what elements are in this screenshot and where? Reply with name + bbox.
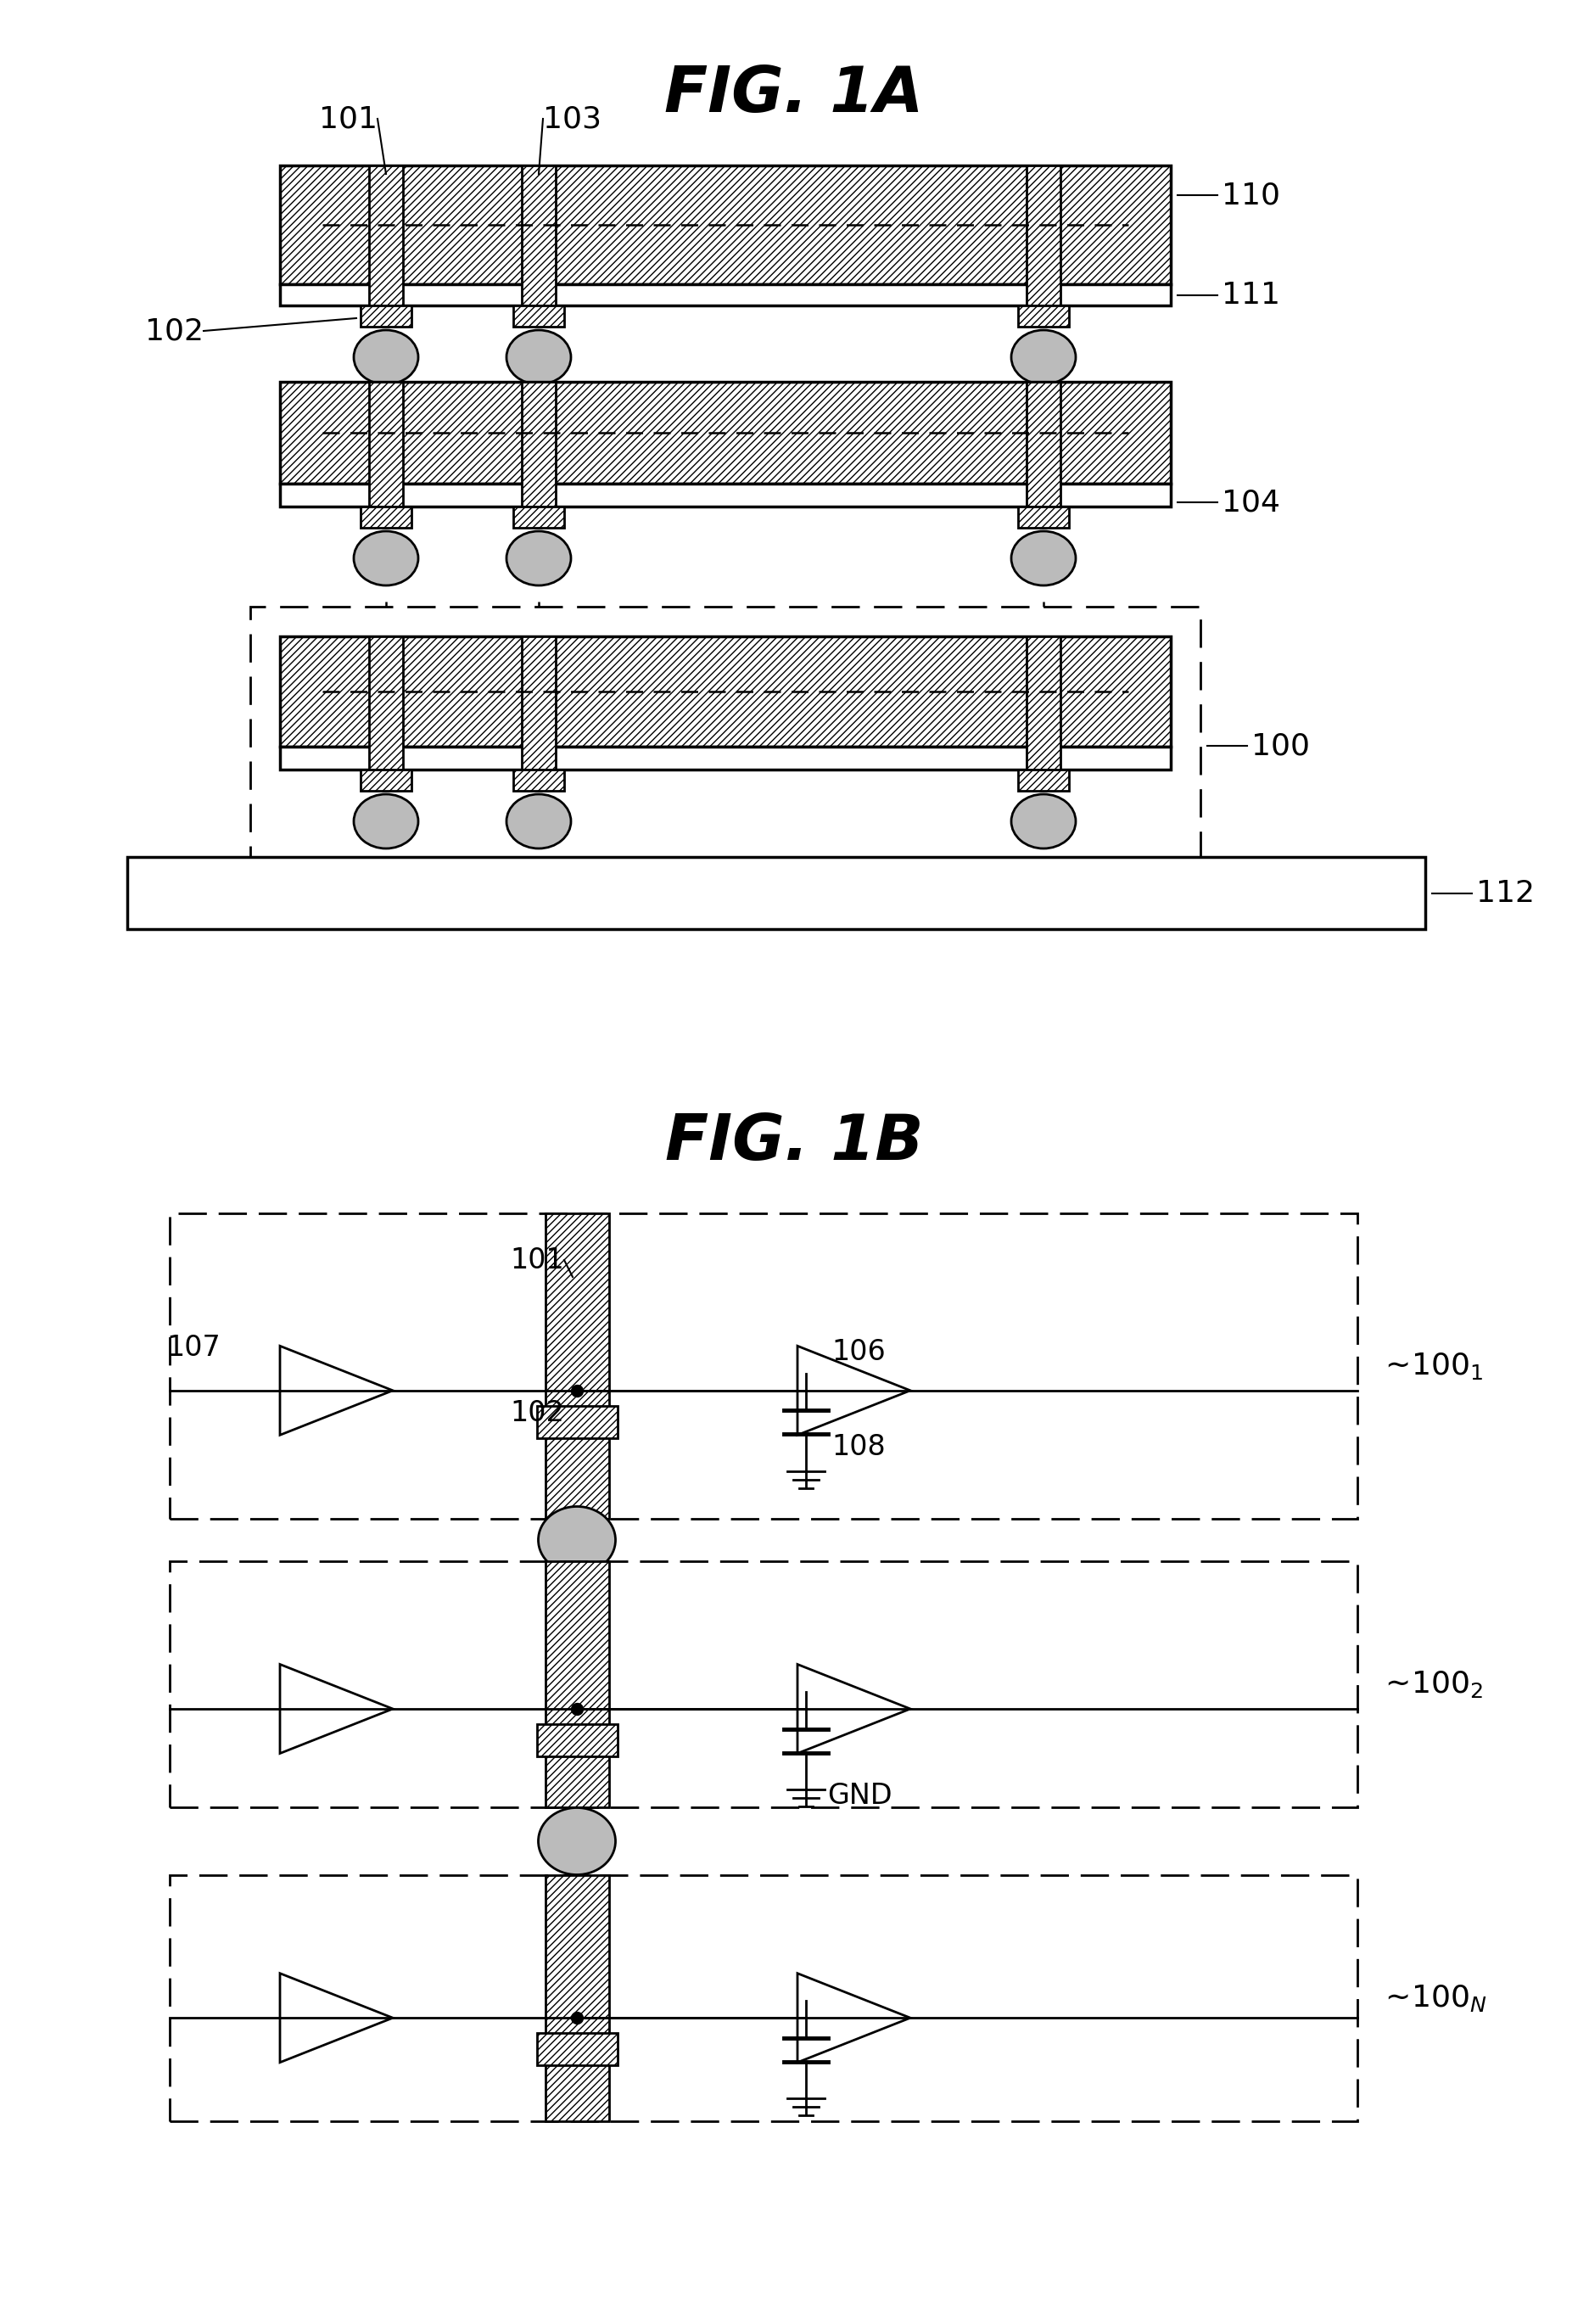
Text: $\sim\!100_2$: $\sim\!100_2$ [1379,1669,1483,1699]
Bar [1019,769,1069,790]
Text: 101: 101 [319,105,378,132]
Text: 102: 102 [145,316,203,346]
Text: 102: 102 [510,1399,564,1427]
Bar [537,1724,618,1757]
Bar [537,2034,618,2066]
Text: GND: GND [828,1783,891,1810]
Text: 103: 103 [543,105,602,132]
Bar [513,304,564,328]
Text: $\sim\!100_1$: $\sim\!100_1$ [1379,1350,1484,1380]
Ellipse shape [1011,532,1076,586]
Polygon shape [280,1346,392,1434]
Bar [521,381,556,507]
Ellipse shape [539,1506,615,1573]
Bar [361,507,412,528]
Bar [170,1562,1357,1808]
Text: 110: 110 [1222,181,1281,209]
Polygon shape [280,1973,392,2061]
Bar [251,607,1200,885]
Bar [545,1875,609,2122]
Bar [127,858,1425,930]
Ellipse shape [1011,330,1076,383]
Bar [545,1562,609,1808]
Text: $\sim\!100_N$: $\sim\!100_N$ [1379,1982,1487,2013]
Ellipse shape [539,1808,615,1875]
Bar [280,381,1171,483]
Bar [1019,304,1069,328]
Bar [1026,637,1060,769]
Bar [280,746,1171,769]
Bar [1019,507,1069,528]
Bar [521,637,556,769]
Bar [280,165,1171,284]
Bar [170,1875,1357,2122]
Text: 108: 108 [831,1434,885,1462]
Bar [280,637,1171,746]
Bar [513,769,564,790]
Polygon shape [798,1664,910,1752]
Bar [521,165,556,304]
Bar [537,1406,618,1439]
Ellipse shape [1011,795,1076,848]
Ellipse shape [354,330,418,383]
Ellipse shape [507,532,570,586]
Bar [545,1213,609,1520]
Bar [361,304,412,328]
Bar [280,483,1171,507]
Text: FIG. 1B: FIG. 1B [664,1111,923,1174]
Bar [369,165,404,304]
Bar [369,381,404,507]
Text: 106: 106 [831,1339,885,1367]
Bar [1026,165,1060,304]
Bar [170,1213,1357,1520]
Text: 104: 104 [1222,488,1281,516]
Ellipse shape [354,532,418,586]
Bar [361,769,412,790]
Polygon shape [280,1664,392,1752]
Ellipse shape [507,330,570,383]
Text: 101: 101 [510,1246,564,1274]
Text: 107: 107 [167,1334,221,1362]
Text: 112: 112 [1476,878,1535,906]
Bar [513,507,564,528]
Polygon shape [798,1346,910,1434]
Bar [369,637,404,769]
Polygon shape [798,1973,910,2061]
Text: 100: 100 [1252,732,1309,760]
Ellipse shape [354,795,418,848]
Bar [1026,381,1060,507]
Text: FIG. 1A: FIG. 1A [664,63,923,125]
Ellipse shape [507,795,570,848]
Bar [280,284,1171,304]
Text: 111: 111 [1222,281,1281,309]
